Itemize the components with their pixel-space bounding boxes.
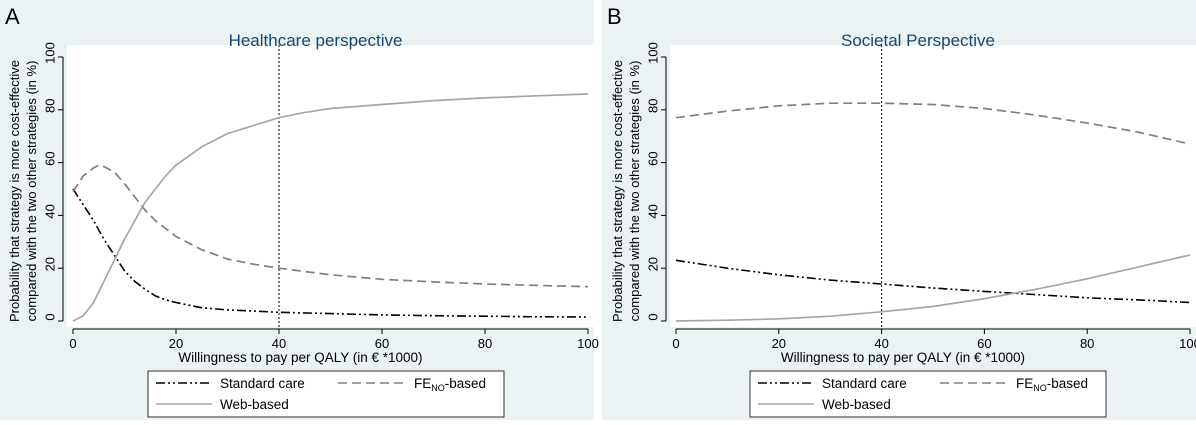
y-tick-label: 40	[645, 204, 660, 218]
y-tick-label: 20	[42, 257, 57, 271]
x-tick-label: 0	[69, 336, 76, 351]
x-tick-label: 60	[977, 336, 991, 351]
x-tick-label: 80	[478, 336, 492, 351]
y-tick-label: 60	[42, 151, 57, 165]
legend-label-feno-based: FENO-based	[1016, 376, 1088, 393]
y-tick-label: 60	[645, 151, 660, 165]
legend-label-standard-care: Standard care	[822, 376, 907, 391]
y-tick-label: 20	[645, 257, 660, 271]
chart-title: Healthcare perspective	[229, 31, 403, 50]
legend-label-feno-based: FENO-based	[414, 376, 486, 393]
x-tick-label: 60	[375, 336, 389, 351]
series-line-fe-no-based	[72, 164, 589, 288]
legend-label-web-based: Web-based	[822, 397, 891, 412]
y-tick-label: 100	[645, 42, 660, 64]
panel-a: A Healthcare perspective 0 20 40 60 80 100 0 20 40…	[0, 0, 599, 420]
series-line-web-based	[675, 254, 1191, 322]
chart-title: Societal Perspective	[841, 31, 995, 50]
y-axis-label-line2: compared with the two other strategies (…	[627, 61, 642, 322]
legend-box	[749, 370, 1107, 418]
x-tick-label: 100	[577, 336, 599, 351]
plot-area	[67, 45, 594, 327]
series-line-fe-no-based	[675, 102, 1191, 145]
y-tick-label: 100	[42, 42, 57, 64]
x-axis-label: Willingness to pay per QALY (in € *1000)	[781, 350, 1025, 365]
legend-label-standard-care: Standard care	[220, 376, 305, 391]
x-tick-label: 40	[272, 336, 286, 351]
x-axis-label: Willingness to pay per QALY (in € *1000)	[178, 350, 422, 365]
x-tick-label: 100	[1179, 336, 1196, 351]
panel-label: A	[5, 4, 20, 29]
y-tick-label: 80	[645, 99, 660, 113]
y-axis-label-line1: Probability that strategy is more cost-e…	[610, 60, 625, 322]
series-line-web-based	[72, 93, 589, 322]
x-tick-label: 20	[169, 336, 183, 351]
y-tick-label: 40	[42, 204, 57, 218]
panel-b: B Societal Perspective 0 20 40 60 80 100 0 20 40 60…	[602, 0, 1196, 420]
series-line-standard-care	[72, 188, 589, 318]
x-tick-label: 20	[772, 336, 786, 351]
y-axis-label-line1: Probability that strategy is more cost-e…	[7, 60, 22, 322]
plot-area	[670, 45, 1196, 327]
x-tick-label: 0	[672, 336, 679, 351]
series-line-standard-care	[675, 259, 1191, 304]
x-tick-label: 40	[874, 336, 888, 351]
legend-label-web-based: Web-based	[220, 397, 289, 412]
y-tick-label: 80	[42, 99, 57, 113]
legend: Standard care FENO-based Web-based	[749, 370, 1107, 418]
x-tick-label: 80	[1080, 336, 1094, 351]
y-tick-label: 0	[645, 313, 660, 320]
legend: Standard care FENO-based Web-based	[147, 370, 505, 418]
legend-box	[147, 370, 505, 418]
y-axis-label-line2: compared with the two other strategies (…	[24, 61, 39, 322]
panel-label: B	[607, 4, 622, 29]
y-tick-label: 0	[42, 313, 57, 320]
